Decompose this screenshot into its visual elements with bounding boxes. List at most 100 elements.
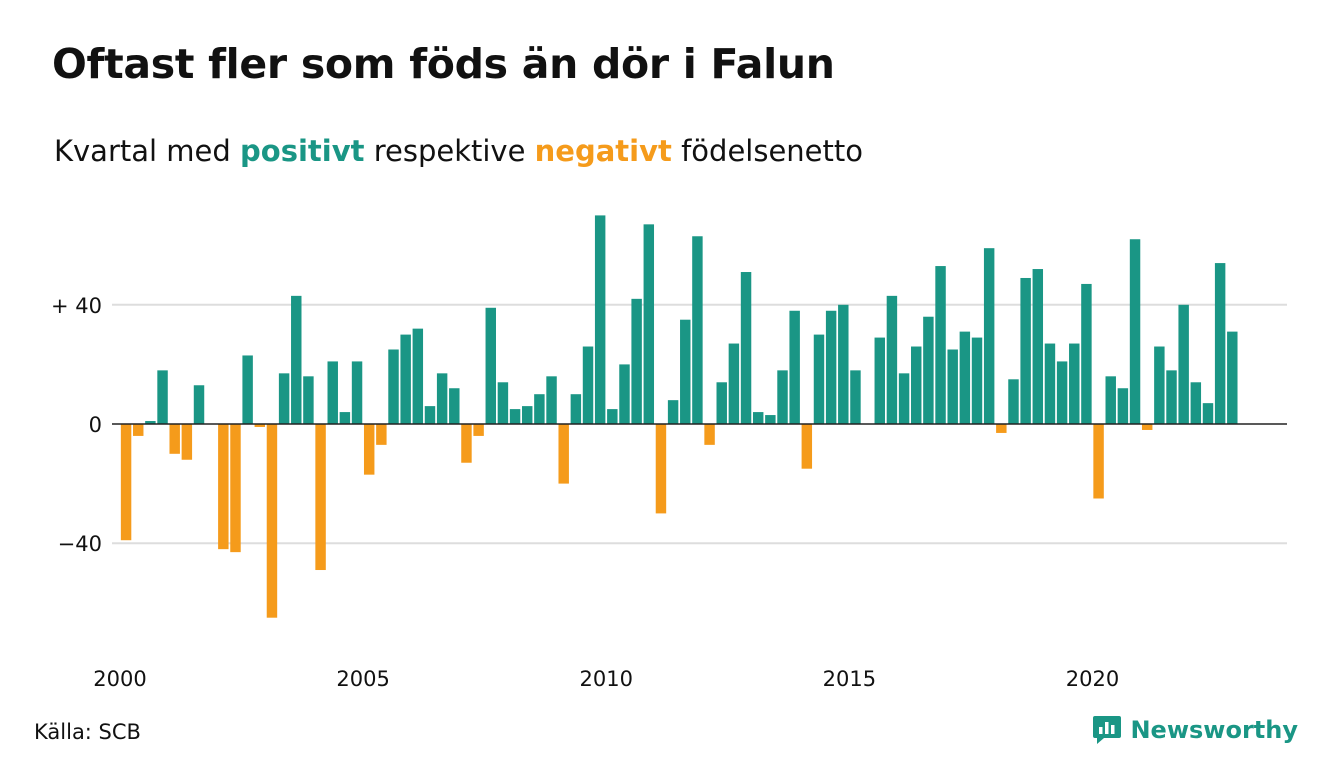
x-tick-label: 2000: [93, 667, 146, 691]
bar: [813, 334, 825, 424]
bar: [266, 424, 278, 618]
bar: [522, 406, 533, 424]
bar: [752, 412, 764, 424]
bar: [436, 373, 448, 424]
source-note: Källa: SCB: [34, 720, 141, 744]
axes: + 40 0 −40 2000 2005 2010 2015 2020: [51, 294, 1287, 691]
bar: [1020, 277, 1031, 424]
newsworthy-logo-icon: [1093, 716, 1122, 744]
bar: [996, 424, 1007, 433]
x-tick-label: 2005: [336, 667, 389, 691]
bar: [291, 295, 302, 424]
bar: [825, 310, 837, 424]
bar: [570, 394, 582, 424]
bar: [376, 424, 387, 445]
chart-subtitle: Kvartal med positivt respektive negativt…: [54, 134, 863, 168]
bar: [449, 388, 460, 424]
bar: [1105, 376, 1116, 424]
bar: [497, 382, 509, 424]
bar: [643, 224, 655, 424]
bar: [874, 337, 885, 424]
brand: Newsworthy: [1092, 714, 1298, 746]
bar: [181, 424, 193, 460]
brand-name: Newsworthy: [1130, 716, 1298, 744]
bar: [789, 310, 800, 424]
bar: [218, 424, 229, 550]
bar: [886, 295, 898, 424]
bar: [1044, 343, 1056, 424]
subtitle-prefix: Kvartal med: [54, 134, 231, 168]
subtitle-middle: respektive: [373, 134, 526, 168]
bar: [1117, 388, 1129, 424]
x-tick-label: 2015: [823, 667, 876, 691]
bar: [983, 248, 995, 424]
bar: [655, 424, 667, 514]
subtitle-positive-word: positivt: [240, 134, 365, 168]
bar: [351, 361, 363, 424]
bar: [157, 370, 168, 424]
bar: [327, 361, 338, 424]
bar: [193, 385, 205, 424]
bar: [534, 394, 545, 424]
bar-chart: + 40 0 −40 2000 2005 2010 2015 2020: [51, 215, 1287, 691]
bar: [1093, 424, 1104, 499]
bar: [278, 373, 290, 424]
bar: [242, 355, 253, 424]
bar: [230, 424, 241, 553]
bar: [315, 424, 326, 571]
subtitle-negative-word: negativt: [534, 134, 672, 168]
bar: [424, 406, 436, 424]
bar: [935, 266, 946, 424]
chart-title: Oftast fler som föds än dör i Falun: [52, 40, 835, 88]
bar: [1056, 361, 1068, 424]
bar: [704, 424, 715, 445]
bar: [1214, 263, 1226, 424]
bar: [777, 370, 788, 424]
bar: [461, 424, 472, 463]
bar: [1178, 304, 1189, 424]
bar: [1154, 346, 1165, 424]
bar: [740, 272, 752, 424]
bar: [1166, 370, 1177, 424]
bar: [558, 424, 569, 484]
bar: [133, 424, 144, 436]
bar: [388, 349, 399, 424]
bar: [1069, 343, 1080, 424]
bar: [692, 236, 703, 424]
bar: [594, 215, 606, 424]
x-tick-label: 2010: [580, 667, 633, 691]
bar: [1129, 239, 1141, 424]
y-tick-label: −40: [58, 532, 102, 556]
bar: [728, 343, 740, 424]
bar: [412, 328, 424, 424]
bar: [254, 424, 266, 427]
bar: [850, 370, 861, 424]
bar: [801, 424, 813, 469]
y-tick-label: 0: [89, 413, 102, 437]
bar: [473, 424, 484, 436]
bar: [1008, 379, 1019, 424]
bar: [303, 376, 314, 424]
bar: [947, 349, 958, 424]
bar: [546, 376, 557, 424]
bar: [716, 382, 727, 424]
bar: [667, 400, 679, 424]
bar: [607, 409, 618, 424]
bar: [400, 334, 411, 424]
bar: [1227, 331, 1238, 424]
bar: [145, 421, 156, 424]
bar: [898, 373, 910, 424]
bar: [120, 424, 132, 541]
bar: [619, 364, 630, 424]
bar: [971, 337, 983, 424]
bar: [631, 298, 642, 424]
bar: [169, 424, 180, 454]
subtitle-suffix: födelsenetto: [681, 134, 863, 168]
x-tick-label: 2020: [1066, 667, 1119, 691]
bar: [911, 346, 922, 424]
bar: [959, 331, 971, 424]
bar: [485, 307, 496, 424]
bar: [363, 424, 375, 475]
bar: [838, 304, 849, 424]
bar: [509, 409, 521, 424]
